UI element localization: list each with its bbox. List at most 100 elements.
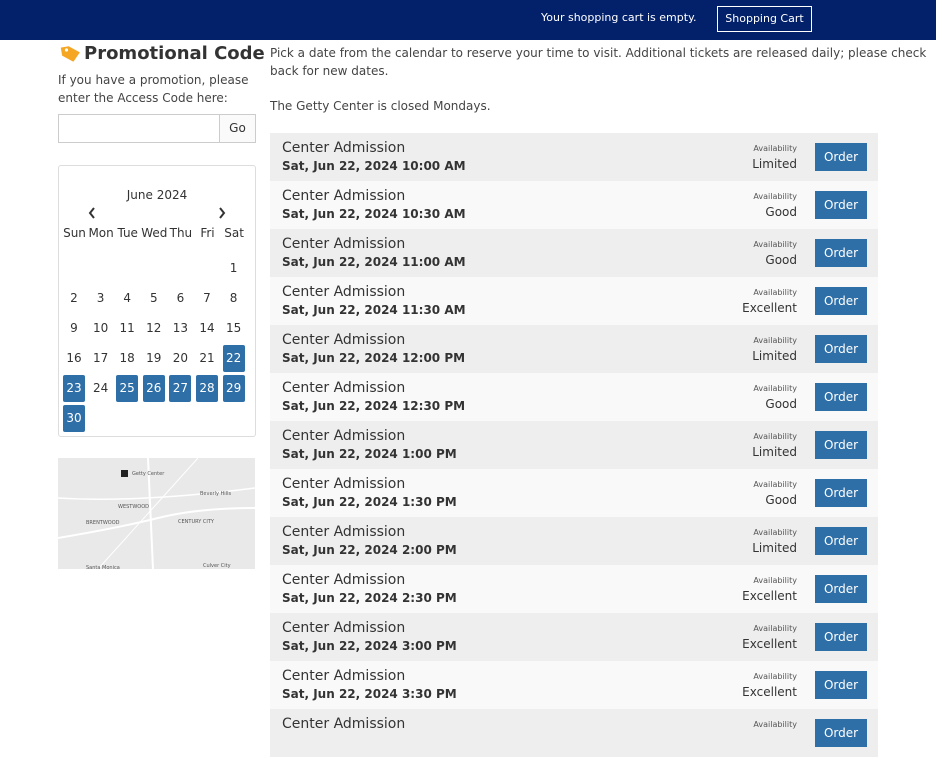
slot-title: Center Admission xyxy=(282,284,406,300)
slot-row: Center Admission Sat, Jun 22, 2024 11:30 … xyxy=(270,277,878,325)
weekday: Sun xyxy=(63,226,86,240)
slot-row: Center Admission Sat, Jun 22, 2024 10:30 … xyxy=(270,181,878,229)
go-button[interactable]: Go xyxy=(219,114,256,143)
slot-row: Center Admission Sat, Jun 22, 2024 3:30 P… xyxy=(270,661,878,709)
calendar-day[interactable]: 28 xyxy=(196,375,218,402)
calendar-day: 19 xyxy=(146,351,162,365)
slot-row: Center Admission Sat, Jun 22, 2024 12:00 … xyxy=(270,325,878,373)
slot-datetime: Sat, Jun 22, 2024 12:00 PM xyxy=(282,351,466,365)
order-button[interactable]: Order xyxy=(815,191,867,219)
calendar: June 2024 Sun Mon Tue Wed Thu Fri Sat 1 2 3 4 5 6 7 8 9… xyxy=(58,165,256,437)
slot-title: Center Admission xyxy=(282,524,406,540)
slot-row: Center Admission Sat, Jun 22, 2024 10:00 … xyxy=(270,133,878,181)
availability-label: Availability xyxy=(753,576,797,585)
order-button[interactable]: Order xyxy=(815,575,867,603)
availability-label: Availability xyxy=(753,192,797,201)
availability-label: Availability xyxy=(753,480,797,489)
promo-text: enter the Access Code here: xyxy=(58,91,228,105)
availability-label: Availability xyxy=(753,672,797,681)
availability-level: Good xyxy=(765,205,797,219)
calendar-day: 7 xyxy=(203,291,211,305)
promo-input[interactable] xyxy=(58,114,221,143)
calendar-day: 8 xyxy=(229,291,238,305)
calendar-day: 3 xyxy=(96,291,105,305)
calendar-day[interactable]: 23 xyxy=(63,375,85,402)
calendar-day[interactable]: 25 xyxy=(116,375,139,402)
map-label: Beverly Hills xyxy=(200,491,232,497)
slot-title: Center Admission xyxy=(282,236,406,252)
map-roads xyxy=(58,458,255,569)
calendar-day[interactable]: 26 xyxy=(142,375,165,402)
prev-month[interactable] xyxy=(88,207,96,219)
cart-message: Your shopping cart is empty. xyxy=(541,11,697,24)
calendar-day: 16 xyxy=(66,351,82,365)
calendar-day: 20 xyxy=(172,351,189,365)
order-button[interactable]: Order xyxy=(815,671,867,699)
map-label: BRENTWOOD xyxy=(86,520,120,526)
slot-datetime: Sat, Jun 22, 2024 3:00 PM xyxy=(282,639,457,653)
slot-title: Center Admission xyxy=(282,332,406,348)
calendar-day: 17 xyxy=(92,351,109,365)
slot-title: Center Admission xyxy=(282,428,406,444)
promo-title: Promotional Code xyxy=(84,43,265,64)
weekday: Fri xyxy=(200,226,215,240)
slot-title: Center Admission xyxy=(282,572,406,588)
calendar-day: 21 xyxy=(199,351,215,365)
map-label: Santa Monica xyxy=(86,565,120,569)
availability-level: Excellent xyxy=(742,637,797,651)
availability-level: Excellent xyxy=(742,301,797,315)
slot-datetime: Sat, Jun 22, 2024 11:00 AM xyxy=(282,255,466,269)
weekday: Mon xyxy=(88,226,114,240)
slot-title: Center Admission xyxy=(282,188,406,204)
calendar-day: 2 xyxy=(70,291,78,305)
order-button[interactable]: Order xyxy=(815,143,867,171)
availability-level: Excellent xyxy=(742,589,797,603)
map-label: Getty Center xyxy=(132,471,165,477)
slot-datetime: Sat, Jun 22, 2024 2:00 PM xyxy=(282,543,457,557)
intro-text: back for new dates. xyxy=(270,64,389,78)
promo-text: If you have a promotion, please xyxy=(58,73,249,87)
slot-datetime: Sat, Jun 22, 2024 11:30 AM xyxy=(282,303,466,317)
calendar-day: 1 xyxy=(229,261,238,275)
slot-datetime: Sat, Jun 22, 2024 10:30 AM xyxy=(282,207,466,221)
order-button[interactable]: Order xyxy=(815,479,867,507)
calendar-day: 15 xyxy=(225,321,242,335)
calendar-day[interactable]: 27 xyxy=(169,375,192,402)
order-button[interactable]: Order xyxy=(815,431,867,459)
order-button[interactable]: Order xyxy=(815,239,867,267)
availability-label: Availability xyxy=(753,528,797,537)
order-button[interactable]: Order xyxy=(815,527,867,555)
calendar-day: 13 xyxy=(172,321,189,335)
order-button[interactable]: Order xyxy=(815,287,867,315)
calendar-day: 6 xyxy=(176,291,185,305)
availability-level: Excellent xyxy=(742,685,797,699)
slot-row: Center Admission Sat, Jun 22, 2024 3:00 P… xyxy=(270,613,878,661)
calendar-day: 10 xyxy=(92,321,109,335)
availability-level: Limited xyxy=(752,445,797,459)
slot-title: Center Admission xyxy=(282,716,406,732)
slot-datetime: Sat, Jun 22, 2024 12:30 PM xyxy=(282,399,466,413)
availability-level: Good xyxy=(765,493,797,507)
intro-text: Pick a date from the calendar to reserve… xyxy=(270,46,927,60)
slot-title: Center Admission xyxy=(282,380,406,396)
next-month[interactable] xyxy=(218,207,226,219)
cart-button[interactable]: Shopping Cart xyxy=(717,6,812,32)
slot-datetime: Sat, Jun 22, 2024 3:30 PM xyxy=(282,687,457,701)
order-button[interactable]: Order xyxy=(815,623,867,651)
order-button[interactable]: Order xyxy=(815,383,867,411)
availability-label: Availability xyxy=(753,288,797,297)
availability-label: Availability xyxy=(753,432,797,441)
slot-datetime: Sat, Jun 22, 2024 2:30 PM xyxy=(282,591,457,605)
map-label: Culver City xyxy=(203,563,231,569)
top-bar: Your shopping cart is empty. Shopping Ca… xyxy=(0,0,936,40)
availability-label: Availability xyxy=(753,240,797,249)
map[interactable]: Getty Center BRENTWOOD WESTWOOD Beverly Hil… xyxy=(58,458,255,569)
calendar-day: 4 xyxy=(123,291,131,305)
order-button[interactable]: Order xyxy=(815,719,867,747)
availability-label: Availability xyxy=(753,384,797,393)
calendar-day[interactable]: 22 xyxy=(222,345,245,372)
calendar-day[interactable]: 29 xyxy=(222,375,245,402)
calendar-day[interactable]: 30 xyxy=(63,405,85,432)
availability-level: Limited xyxy=(752,157,797,171)
order-button[interactable]: Order xyxy=(815,335,867,363)
